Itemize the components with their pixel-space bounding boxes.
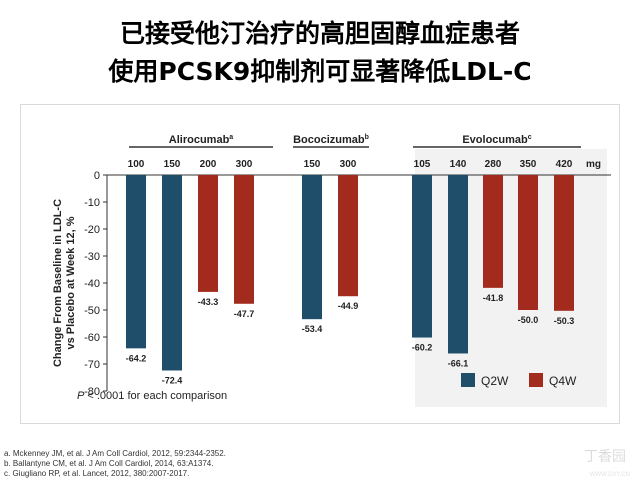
legend-swatch [529, 373, 543, 387]
bar-value-label: -50.3 [554, 316, 575, 326]
bar [126, 175, 146, 349]
unit-label: mg [586, 159, 601, 170]
title-line-1: 已接受他汀治疗的高胆固醇血症患者 [119, 19, 520, 48]
bar [338, 175, 358, 297]
group-name: Alirocumab [169, 134, 230, 146]
reference-a: a. Mckenney JM, et al. J Am Coll Cardiol… [4, 449, 226, 458]
bar [448, 175, 468, 354]
chart-frame: 0 -10 -20 -30 -40 -50 -60 -70 -80 Change From Bas… [20, 104, 620, 424]
group-title: Evolocumabc [462, 134, 531, 146]
bar-value-label: -43.3 [198, 297, 219, 307]
y-axis-label: Change From Baseline in LDL-Cvs Placebo … [52, 199, 77, 367]
bar-value-label: -47.7 [234, 309, 255, 319]
references: a. Mckenney JM, et al. J Am Coll Cardiol… [4, 449, 226, 479]
bar [162, 175, 182, 371]
y-tick-label: -20 [84, 224, 100, 236]
dose-label: 150 [304, 159, 321, 170]
legend-swatch [461, 373, 475, 387]
dose-label: 300 [340, 159, 357, 170]
y-tick-label: -50 [84, 305, 100, 317]
dose-label: 200 [200, 159, 217, 170]
bar [302, 175, 322, 320]
p-symbol: P [77, 390, 85, 402]
title-line-2: 使用PCSK9抑制剂可显著降低LDL-C [108, 57, 532, 86]
group-title: Bococizumabb [293, 134, 369, 146]
bar [412, 175, 432, 338]
y-axis-label-line: Change From Baseline in LDL-C [52, 199, 64, 367]
reference-b: b. Ballantyne CM, et al. J Am Coll Cardi… [4, 459, 214, 468]
bar [234, 175, 254, 304]
evolocumab-panel-bg [415, 149, 607, 407]
bar-chart: 0 -10 -20 -30 -40 -50 -60 -70 -80 Change From Bas… [52, 134, 611, 407]
dose-label: 280 [485, 159, 502, 170]
y-tick-label: -80 [84, 386, 100, 398]
bar [483, 175, 503, 288]
bar-value-label: -44.9 [338, 301, 359, 311]
dose-label: 100 [128, 159, 145, 170]
bar [554, 175, 574, 311]
bar-value-label: -60.2 [412, 343, 433, 353]
p-value-note: P < .0001 for each comparison [77, 390, 227, 402]
y-tick-label: -40 [84, 278, 100, 290]
dose-label: 350 [520, 159, 537, 170]
y-tick-label: -10 [84, 197, 100, 209]
dose-label: 300 [236, 159, 253, 170]
group-name: Bococizumab [293, 134, 365, 146]
group-superscript: a [229, 134, 233, 141]
y-tick-label: -30 [84, 251, 100, 263]
group-name: Evolocumab [462, 134, 528, 146]
bar-value-label: -66.1 [448, 358, 469, 368]
bar-value-label: -72.4 [162, 375, 183, 385]
y-axis-label-line: vs Placebo at Week 12, % [65, 216, 77, 349]
bar-value-label: -50.0 [518, 315, 539, 325]
legend-label: Q2W [481, 374, 509, 388]
bar-value-label: -64.2 [126, 353, 147, 363]
dose-label: 150 [164, 159, 181, 170]
p-value-text: < .0001 for each comparison [84, 390, 227, 402]
y-tick-label: 0 [94, 170, 100, 182]
group-title: Alirocumaba [169, 134, 234, 146]
watermark-url: WWW.DXY.CN [589, 472, 630, 478]
dose-label: 105 [414, 159, 431, 170]
bar [198, 175, 218, 292]
watermark: 丁香园 [584, 448, 626, 464]
dose-label: 420 [556, 159, 573, 170]
dose-label: 140 [450, 159, 467, 170]
legend-label: Q4W [549, 374, 577, 388]
reference-c: c. Giugliano RP, et al. Lancet, 2012, 38… [4, 469, 190, 478]
bar-value-label: -41.8 [483, 293, 504, 303]
y-tick-label: -70 [84, 359, 100, 371]
bar-value-label: -53.4 [302, 324, 323, 334]
group-superscript: c [528, 134, 532, 141]
y-tick-label: -60 [84, 332, 100, 344]
bar [518, 175, 538, 310]
group-superscript: b [365, 134, 369, 141]
